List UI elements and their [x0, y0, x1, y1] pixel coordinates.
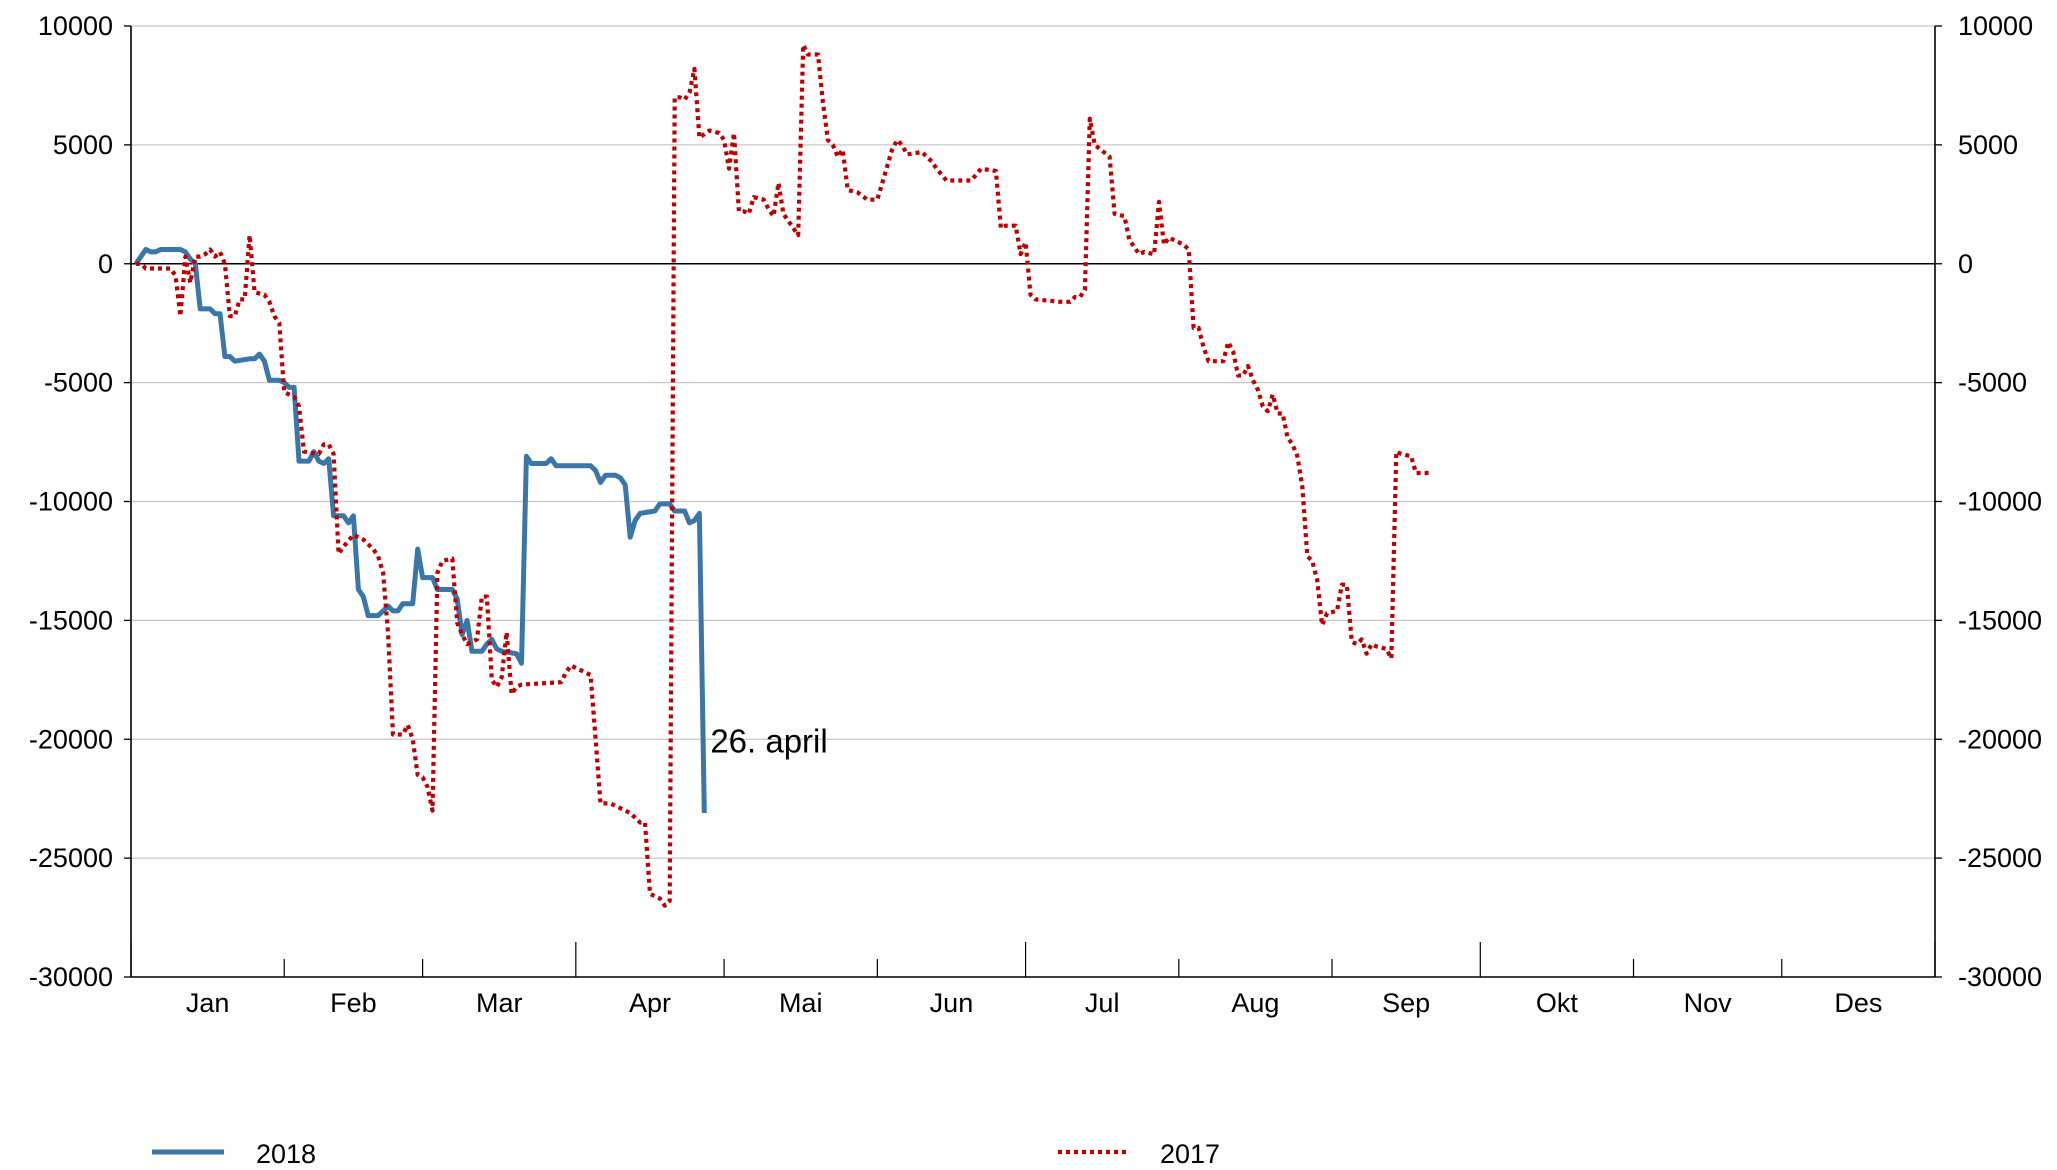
x-tick-label: Mar [476, 988, 523, 1018]
y-tick-label-left: -20000 [29, 724, 113, 754]
x-tick-label: Sep [1382, 988, 1430, 1018]
y-tick-label-left: -30000 [29, 962, 113, 992]
y-tick-label-left: 5000 [53, 130, 113, 160]
annotation-layer: 26. april [710, 722, 827, 759]
left-y-axis-ticks: 10000 5000 0 -5000 -10000 -15000 -20000 -25000 -… [29, 11, 113, 992]
x-axis: Jan Feb Mar Apr Mai Jun Jul Aug Sep Okt Nov Des [130, 942, 1936, 1018]
x-tick-label: Mai [779, 988, 823, 1018]
x-tick-label: Nov [1684, 988, 1733, 1018]
y-tick-label-right: -30000 [1958, 962, 2042, 992]
y-tick-label-right: 5000 [1958, 130, 2018, 160]
y-tick-label-left: -15000 [29, 605, 113, 635]
legend-label-2018: 2018 [256, 1139, 316, 1169]
legend: 2018 2017 [152, 1139, 1220, 1169]
x-tick-label: Aug [1231, 988, 1279, 1018]
y-tick-label-left: 0 [98, 249, 113, 279]
y-tick-label-left: -5000 [44, 368, 113, 398]
axes [124, 25, 1942, 978]
annotation-26-april: 26. april [710, 722, 827, 759]
y-tick-label-right: 10000 [1958, 11, 2033, 41]
right-y-axis-ticks: 10000 5000 0 -5000 -10000 -15000 -20000 -25000 -… [1958, 11, 2042, 992]
y-tick-label-right: -5000 [1958, 368, 2027, 398]
y-tick-label-left: -10000 [29, 487, 113, 517]
y-tick-label-right: -10000 [1958, 487, 2042, 517]
series-line-2018 [133, 247, 707, 814]
series-layer [133, 42, 1431, 908]
x-tick-label: Apr [629, 988, 671, 1018]
x-tick-label: Des [1834, 988, 1882, 1018]
x-tick-label: Feb [330, 988, 377, 1018]
y-tick-label-left: -25000 [29, 843, 113, 873]
gridlines [131, 25, 1935, 859]
x-tick-label: Okt [1536, 988, 1579, 1018]
legend-label-2017: 2017 [1160, 1139, 1220, 1169]
y-tick-label-right: -20000 [1958, 724, 2042, 754]
y-tick-label-right: 0 [1958, 249, 1973, 279]
series-line-2017 [135, 42, 1431, 908]
x-tick-label: Jul [1085, 988, 1120, 1018]
y-tick-label-right: -15000 [1958, 605, 2042, 635]
y-tick-label-right: -25000 [1958, 843, 2042, 873]
x-tick-label: Jun [930, 988, 974, 1018]
y-tick-label-left: 10000 [38, 11, 113, 41]
x-tick-label: Jan [186, 988, 230, 1018]
